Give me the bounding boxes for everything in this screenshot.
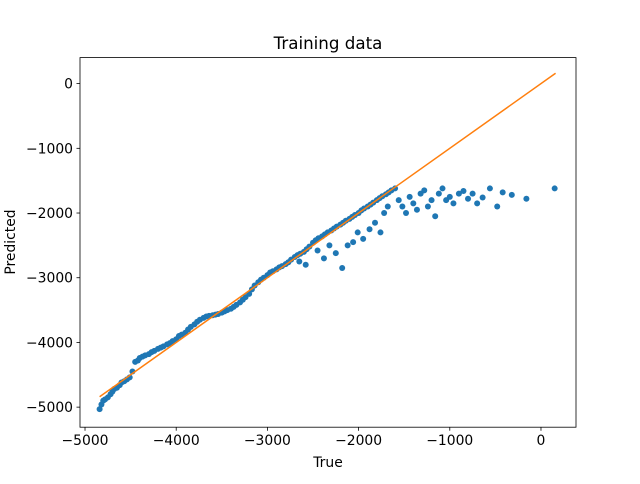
point — [499, 189, 506, 196]
point — [523, 195, 530, 202]
point — [460, 188, 467, 195]
point — [332, 250, 339, 257]
point — [469, 190, 476, 197]
point — [486, 185, 493, 192]
x-tick-label: 0 — [537, 433, 546, 449]
point — [96, 406, 103, 413]
point — [428, 197, 435, 204]
y-tick-label: 0 — [64, 77, 73, 93]
x-tick-label: −2000 — [335, 433, 382, 449]
point — [395, 197, 402, 204]
point — [508, 191, 515, 198]
fit-line — [99, 72, 557, 398]
x-tick-label: −5000 — [62, 433, 109, 449]
plot-frame — [79, 57, 577, 428]
point — [326, 242, 333, 249]
point — [354, 229, 361, 236]
point — [410, 200, 417, 207]
point — [432, 213, 439, 220]
point — [455, 190, 462, 197]
x-tick-label: −3000 — [244, 433, 291, 449]
point — [302, 261, 309, 268]
point — [551, 185, 558, 192]
point — [320, 255, 327, 262]
y-tick-label: −3000 — [26, 271, 73, 287]
chart-title: Training data — [273, 33, 383, 53]
point — [296, 258, 303, 265]
point — [465, 195, 472, 202]
y-tick-label: −4000 — [26, 335, 73, 351]
point — [344, 242, 351, 249]
point — [360, 235, 367, 242]
point — [384, 203, 391, 210]
y-tick-label: −2000 — [26, 206, 73, 222]
y-tick-label: −1000 — [26, 141, 73, 157]
y-axis-label: Predicted — [3, 209, 19, 274]
point — [339, 265, 346, 272]
point — [366, 226, 373, 233]
point — [439, 185, 446, 192]
point — [377, 229, 384, 236]
point — [421, 187, 428, 194]
point — [479, 194, 486, 201]
point — [350, 239, 357, 246]
point — [450, 200, 457, 207]
x-tick-label: −4000 — [153, 433, 200, 449]
point — [474, 200, 481, 207]
point — [424, 203, 431, 210]
x-axis-label: True — [312, 455, 343, 471]
point — [372, 219, 379, 226]
y-tick-label: −5000 — [26, 400, 73, 416]
point — [494, 203, 501, 210]
point — [314, 247, 321, 254]
point — [406, 193, 413, 200]
point — [446, 193, 453, 200]
point — [403, 210, 410, 217]
point — [413, 206, 420, 213]
point — [435, 190, 442, 197]
point — [399, 203, 406, 210]
x-tick-label: −1000 — [426, 433, 473, 449]
point — [381, 210, 388, 217]
